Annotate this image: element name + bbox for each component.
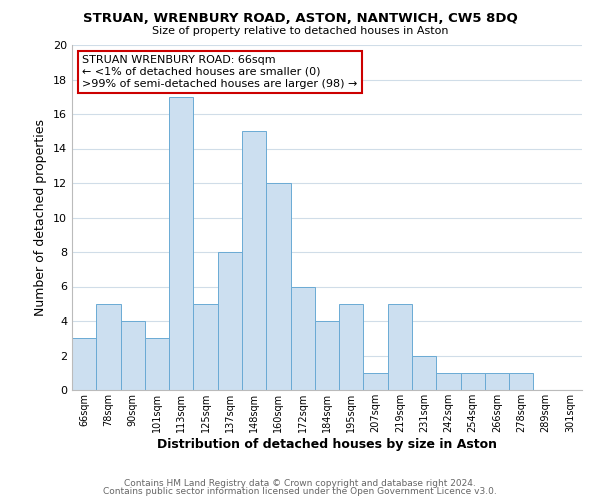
Bar <box>145 338 169 390</box>
Bar <box>169 97 193 390</box>
Bar <box>72 338 96 390</box>
X-axis label: Distribution of detached houses by size in Aston: Distribution of detached houses by size … <box>157 438 497 450</box>
Text: STRUAN WRENBURY ROAD: 66sqm
← <1% of detached houses are smaller (0)
>99% of sem: STRUAN WRENBURY ROAD: 66sqm ← <1% of det… <box>82 56 358 88</box>
Bar <box>461 373 485 390</box>
Bar <box>364 373 388 390</box>
Bar <box>509 373 533 390</box>
Text: Contains HM Land Registry data © Crown copyright and database right 2024.: Contains HM Land Registry data © Crown c… <box>124 478 476 488</box>
Bar <box>290 286 315 390</box>
Bar <box>96 304 121 390</box>
Bar <box>436 373 461 390</box>
Bar <box>315 321 339 390</box>
Bar <box>412 356 436 390</box>
Text: Size of property relative to detached houses in Aston: Size of property relative to detached ho… <box>152 26 448 36</box>
Bar <box>266 183 290 390</box>
Y-axis label: Number of detached properties: Number of detached properties <box>34 119 47 316</box>
Bar <box>339 304 364 390</box>
Bar <box>218 252 242 390</box>
Bar <box>193 304 218 390</box>
Bar <box>388 304 412 390</box>
Text: Contains public sector information licensed under the Open Government Licence v3: Contains public sector information licen… <box>103 487 497 496</box>
Bar <box>121 321 145 390</box>
Bar <box>242 131 266 390</box>
Text: STRUAN, WRENBURY ROAD, ASTON, NANTWICH, CW5 8DQ: STRUAN, WRENBURY ROAD, ASTON, NANTWICH, … <box>83 12 517 26</box>
Bar <box>485 373 509 390</box>
